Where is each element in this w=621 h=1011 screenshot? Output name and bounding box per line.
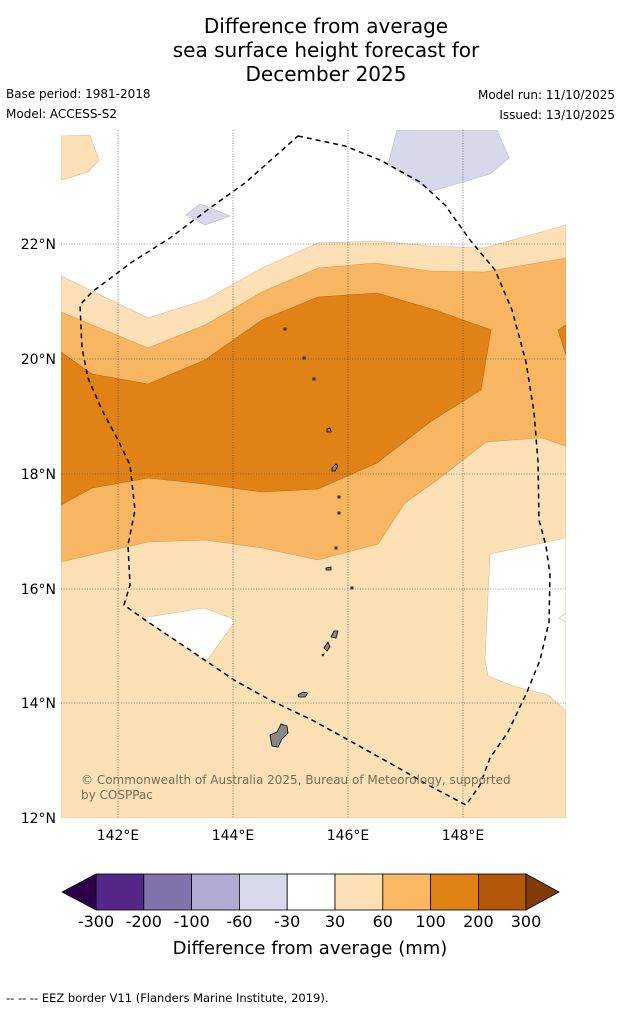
lon-label-142: 142°E bbox=[97, 828, 140, 844]
island-anatahan bbox=[325, 566, 332, 571]
colorbar-swatch-9 bbox=[477, 873, 527, 911]
colorbar-swatch-1 bbox=[95, 873, 145, 911]
credit-line-1: © Commonwealth of Australia 2025, Bureau… bbox=[81, 773, 511, 787]
cbar-tick-9: 200 bbox=[463, 912, 494, 931]
island-tinian bbox=[323, 641, 331, 652]
lat-label-22: 22°N bbox=[21, 237, 56, 253]
cbar-tick-1: -300 bbox=[78, 912, 114, 931]
contour-30-60-northwest bbox=[61, 134, 100, 181]
map-area: © Commonwealth of Australia 2025, Bureau… bbox=[61, 130, 566, 818]
title-line-2: sea surface height forecast for bbox=[172, 38, 480, 62]
colorbar-swatch-4 bbox=[238, 873, 288, 911]
contour-neg30-60-small bbox=[185, 203, 231, 226]
island-rota bbox=[297, 691, 309, 698]
gridlines bbox=[61, 130, 566, 818]
model-name: Model: ACCESS-S2 bbox=[6, 107, 118, 121]
lat-label-14: 14°N bbox=[21, 696, 56, 712]
lon-label-148: 148°E bbox=[442, 828, 485, 844]
island-guam bbox=[269, 723, 289, 748]
contour-100-200 bbox=[61, 292, 492, 506]
issued-date: Issued: 13/10/2025 bbox=[499, 108, 615, 122]
lat-label-12: 12°N bbox=[21, 811, 56, 827]
island-sarigan bbox=[334, 546, 338, 550]
lat-axis: 22°N 20°N 18°N 16°N 14°N 12°N bbox=[21, 237, 56, 827]
colorbar-swatch-7 bbox=[382, 873, 431, 911]
island-alamagan bbox=[337, 495, 341, 499]
colorbar-swatch-2 bbox=[143, 873, 193, 911]
contour-100-200-east bbox=[557, 324, 566, 356]
chart-title: Difference from average sea surface heig… bbox=[0, 14, 621, 86]
lon-axis: 142°E 144°E 146°E 148°E bbox=[97, 828, 485, 844]
colorbar-extend-high bbox=[525, 873, 560, 911]
eez-footnote: -- -- -- EEZ border V11 (Flanders Marine… bbox=[6, 991, 329, 1005]
lat-label-20: 20°N bbox=[21, 352, 56, 368]
lon-label-144: 144°E bbox=[212, 828, 255, 844]
neutral-pocket-south bbox=[141, 607, 237, 663]
lat-label-18: 18°N bbox=[21, 467, 56, 483]
island-farallon bbox=[321, 653, 325, 657]
cbar-tick-10: 300 bbox=[511, 912, 542, 931]
title-line-1: Difference from average bbox=[203, 14, 449, 38]
colorbar-ticks: -300 -200 -100 -60 -30 30 60 100 200 300 bbox=[78, 912, 541, 931]
island-farallon-de-pajaros bbox=[283, 327, 287, 331]
lon-label-146: 146°E bbox=[327, 828, 370, 844]
neutral-spot-east bbox=[558, 612, 566, 623]
lat-label-16: 16°N bbox=[21, 582, 56, 598]
island-saipan bbox=[330, 630, 339, 639]
colorbar-swatch-8 bbox=[430, 873, 479, 911]
colorbar-swatch-6 bbox=[334, 873, 384, 911]
title-line-3: December 2025 bbox=[245, 62, 407, 86]
cbar-tick-8: 100 bbox=[415, 912, 446, 931]
eez-border bbox=[79, 135, 551, 806]
neutral-pocket-east bbox=[484, 537, 566, 712]
colorbar-extend-low bbox=[61, 873, 97, 911]
cbar-tick-2: -200 bbox=[126, 912, 162, 931]
colorbar-swatch-5 bbox=[286, 873, 336, 911]
colorbar: -300 -200 -100 -60 -30 30 60 100 200 300… bbox=[61, 873, 560, 959]
cbar-tick-3: -100 bbox=[173, 912, 209, 931]
cbar-tick-4: -60 bbox=[226, 912, 252, 931]
island-guguan bbox=[337, 511, 341, 515]
contour-neg30-60-north bbox=[387, 130, 510, 192]
island-agrihan bbox=[326, 427, 332, 433]
cbar-tick-5: -30 bbox=[274, 912, 300, 931]
colorbar-swatch-3 bbox=[191, 873, 240, 911]
base-period: Base period: 1981-2018 bbox=[6, 87, 151, 101]
credit-line-2: by COSPPac bbox=[81, 788, 153, 802]
islands bbox=[269, 327, 354, 748]
island-pagan bbox=[331, 463, 339, 472]
cbar-tick-6: 30 bbox=[325, 912, 345, 931]
model-run: Model run: 11/10/2025 bbox=[477, 88, 615, 102]
island-asuncion bbox=[312, 377, 316, 381]
cbar-tick-7: 60 bbox=[373, 912, 393, 931]
island-medinilla bbox=[350, 586, 354, 590]
island-maug bbox=[302, 356, 306, 360]
colorbar-title: Difference from average (mm) bbox=[173, 938, 448, 959]
